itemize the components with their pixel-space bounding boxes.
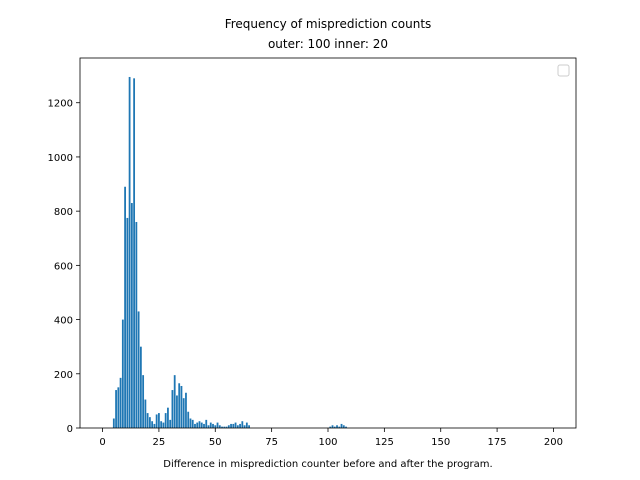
x-tick-label: 100: [318, 437, 337, 448]
bar: [209, 422, 212, 428]
bar: [178, 383, 181, 428]
plot-frame: [79, 57, 577, 429]
bar: [342, 425, 345, 428]
bar: [124, 186, 126, 428]
bar: [160, 421, 163, 428]
bar: [329, 426, 332, 428]
y-tick-label: 200: [54, 370, 73, 381]
bar: [146, 413, 149, 428]
bar: [117, 387, 120, 428]
bar: [236, 425, 239, 428]
x-tick-label: 50: [209, 437, 222, 448]
bar: [216, 422, 219, 428]
bar: [133, 78, 136, 428]
bar: [171, 390, 174, 428]
bar: [144, 399, 147, 428]
bar: [112, 418, 115, 428]
x-axis-ticks: 0 25 50 75 100 125 150 175 200: [99, 428, 563, 448]
bar: [230, 423, 232, 428]
bar: [243, 425, 246, 428]
bar: [241, 421, 244, 428]
bar: [164, 413, 167, 428]
bar: [182, 398, 185, 428]
bar: [155, 414, 158, 428]
bar: [203, 423, 205, 428]
bar: [245, 422, 248, 428]
bar: [212, 423, 214, 428]
x-tick-label: 25: [153, 437, 166, 448]
bar: [187, 411, 190, 428]
bar: [345, 426, 347, 428]
y-tick-label: 1200: [48, 99, 73, 110]
bar: [151, 421, 154, 428]
bar: [119, 377, 122, 428]
bar: [121, 319, 124, 428]
bar: [130, 203, 133, 428]
y-tick-label: 0: [67, 424, 73, 435]
bar: [191, 419, 194, 428]
y-tick-label: 1000: [48, 153, 73, 164]
bar: [158, 413, 160, 428]
y-tick-label: 400: [54, 316, 73, 327]
bar: [153, 423, 156, 428]
bar: [223, 426, 226, 428]
y-axis-ticks: 0 200 400 600 800 1000 1200: [48, 99, 80, 435]
x-axis-label: Difference in misprediction counter befo…: [163, 459, 492, 470]
x-tick-label: 200: [544, 437, 563, 448]
bar: [167, 407, 169, 428]
bar: [214, 425, 217, 428]
bar: [169, 419, 172, 428]
bar: [126, 217, 129, 428]
bar: [338, 426, 341, 428]
y-tick-label: 600: [54, 261, 73, 272]
bar: [176, 395, 178, 428]
chart-title-line-2: outer: 100 inner: 20: [268, 37, 388, 51]
bar: [162, 422, 165, 428]
bar: [198, 421, 201, 428]
bar: [115, 390, 117, 428]
legend-box: [557, 64, 570, 77]
x-tick-label: 175: [488, 437, 507, 448]
bar: [180, 385, 183, 428]
bar: [207, 425, 210, 428]
bar: [148, 417, 151, 428]
bar: [196, 422, 199, 428]
x-tick-label: 150: [431, 437, 450, 448]
bar: [185, 392, 187, 428]
bar: [139, 346, 142, 428]
y-tick-label: 800: [54, 207, 73, 218]
bar: [205, 419, 208, 428]
bar: [225, 426, 228, 428]
bar: [234, 422, 237, 428]
legend: [557, 64, 570, 77]
bar: [194, 423, 196, 428]
bar: [340, 423, 343, 428]
bar: [221, 426, 223, 428]
bar: [128, 76, 131, 428]
bar: [218, 425, 221, 428]
bar: [331, 425, 334, 428]
bar: [248, 425, 250, 428]
bar: [239, 423, 241, 428]
bar: [135, 221, 138, 428]
bar: [232, 423, 235, 428]
bar: [142, 375, 145, 428]
chart-title-line-1: Frequency of misprediction counts: [225, 17, 432, 31]
x-tick-label: 75: [265, 437, 278, 448]
x-tick-label: 125: [375, 437, 394, 448]
bar: [200, 422, 203, 428]
bar: [333, 426, 336, 428]
bar: [227, 425, 230, 428]
bar: [336, 425, 338, 428]
bar: [189, 418, 192, 428]
bar-series: [112, 76, 347, 428]
bar: [137, 311, 140, 428]
x-tick-label: 0: [99, 437, 105, 448]
bar: [173, 375, 176, 428]
